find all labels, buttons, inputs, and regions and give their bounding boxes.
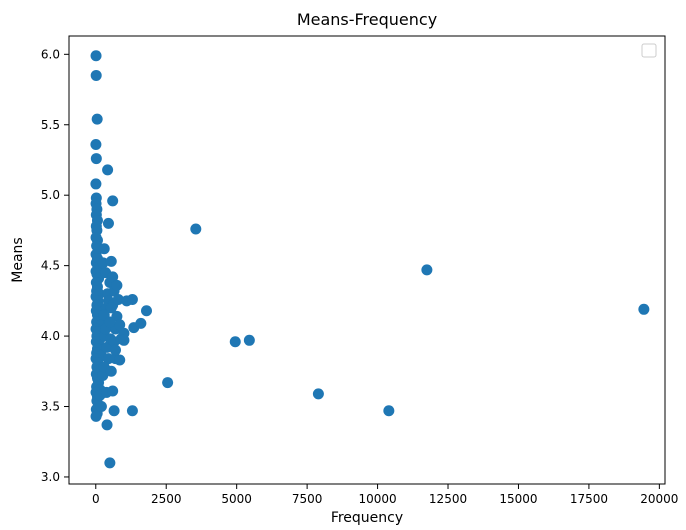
x-tick-label: 7500	[292, 492, 323, 506]
x-tick-label: 15000	[499, 492, 537, 506]
scatter-point	[95, 401, 107, 413]
scatter-point	[638, 303, 650, 315]
y-tick-label: 5.5	[41, 118, 60, 132]
x-tick-label: 20000	[640, 492, 678, 506]
plot-frame	[68, 35, 666, 485]
scatter-point	[90, 178, 102, 190]
x-tick-label: 5000	[221, 492, 252, 506]
points-layer	[90, 50, 650, 469]
x-tick-label: 17500	[570, 492, 608, 506]
scatter-point	[101, 419, 113, 431]
scatter-point	[102, 217, 114, 229]
x-tick-label: 10000	[358, 492, 396, 506]
x-axis-label: Frequency	[331, 510, 403, 526]
scatter-point	[162, 377, 174, 389]
scatter-point	[90, 410, 102, 422]
scatter-point	[107, 195, 119, 207]
y-tick-label: 6.0	[41, 47, 60, 61]
scatter-point	[114, 319, 126, 331]
scatter-point	[135, 317, 147, 329]
scatter-point	[90, 138, 102, 150]
y-tick-label: 4.0	[41, 329, 60, 343]
scatter-point	[126, 405, 138, 417]
y-tick-label: 5.0	[41, 188, 60, 202]
scatter-point	[190, 223, 202, 235]
x-tick-label: 0	[92, 492, 100, 506]
scatter-point	[104, 457, 116, 469]
scatter-point	[102, 164, 114, 176]
scatter-point	[118, 334, 130, 346]
scatter-point	[126, 293, 138, 305]
scatter-point	[107, 385, 119, 397]
x-tick-label: 12500	[429, 492, 467, 506]
y-tick-label: 3.5	[41, 400, 60, 414]
scatter-point	[111, 279, 123, 291]
scatter-point	[109, 344, 121, 356]
chart-title: Means-Frequency	[297, 10, 437, 29]
scatter-point	[90, 153, 102, 165]
scatter-point	[97, 370, 109, 382]
scatter-point	[105, 255, 117, 267]
y-tick-label: 4.5	[41, 259, 60, 273]
scatter-point	[90, 50, 102, 62]
y-tick-label: 3.0	[41, 470, 60, 484]
y-axis: 3.0 3.5 4.0 4.5 5.0 5.5 6.0	[41, 47, 69, 484]
legend-box	[641, 43, 657, 58]
scatter-point	[421, 264, 433, 276]
y-axis-label: Means	[10, 237, 26, 282]
scatter-point	[104, 316, 116, 328]
scatter-point	[91, 113, 103, 125]
scatter-point	[243, 334, 255, 346]
scatter-point	[229, 336, 241, 348]
scatter-point	[383, 405, 395, 417]
scatter-point	[98, 243, 110, 255]
scatter-point	[312, 388, 324, 400]
scatter-point	[112, 293, 124, 305]
scatter-point	[108, 405, 120, 417]
scatter-point	[90, 69, 102, 81]
x-tick-label: 2500	[151, 492, 182, 506]
scatter-point	[140, 305, 152, 317]
x-axis: 0 2500 5000 7500 10000 12500 15000 17500 20000	[92, 484, 678, 506]
scatter-point	[97, 257, 109, 269]
scatter-point	[114, 354, 126, 366]
scatter-point	[105, 365, 117, 377]
scatter-point	[105, 302, 117, 314]
scatter-point	[107, 271, 119, 283]
